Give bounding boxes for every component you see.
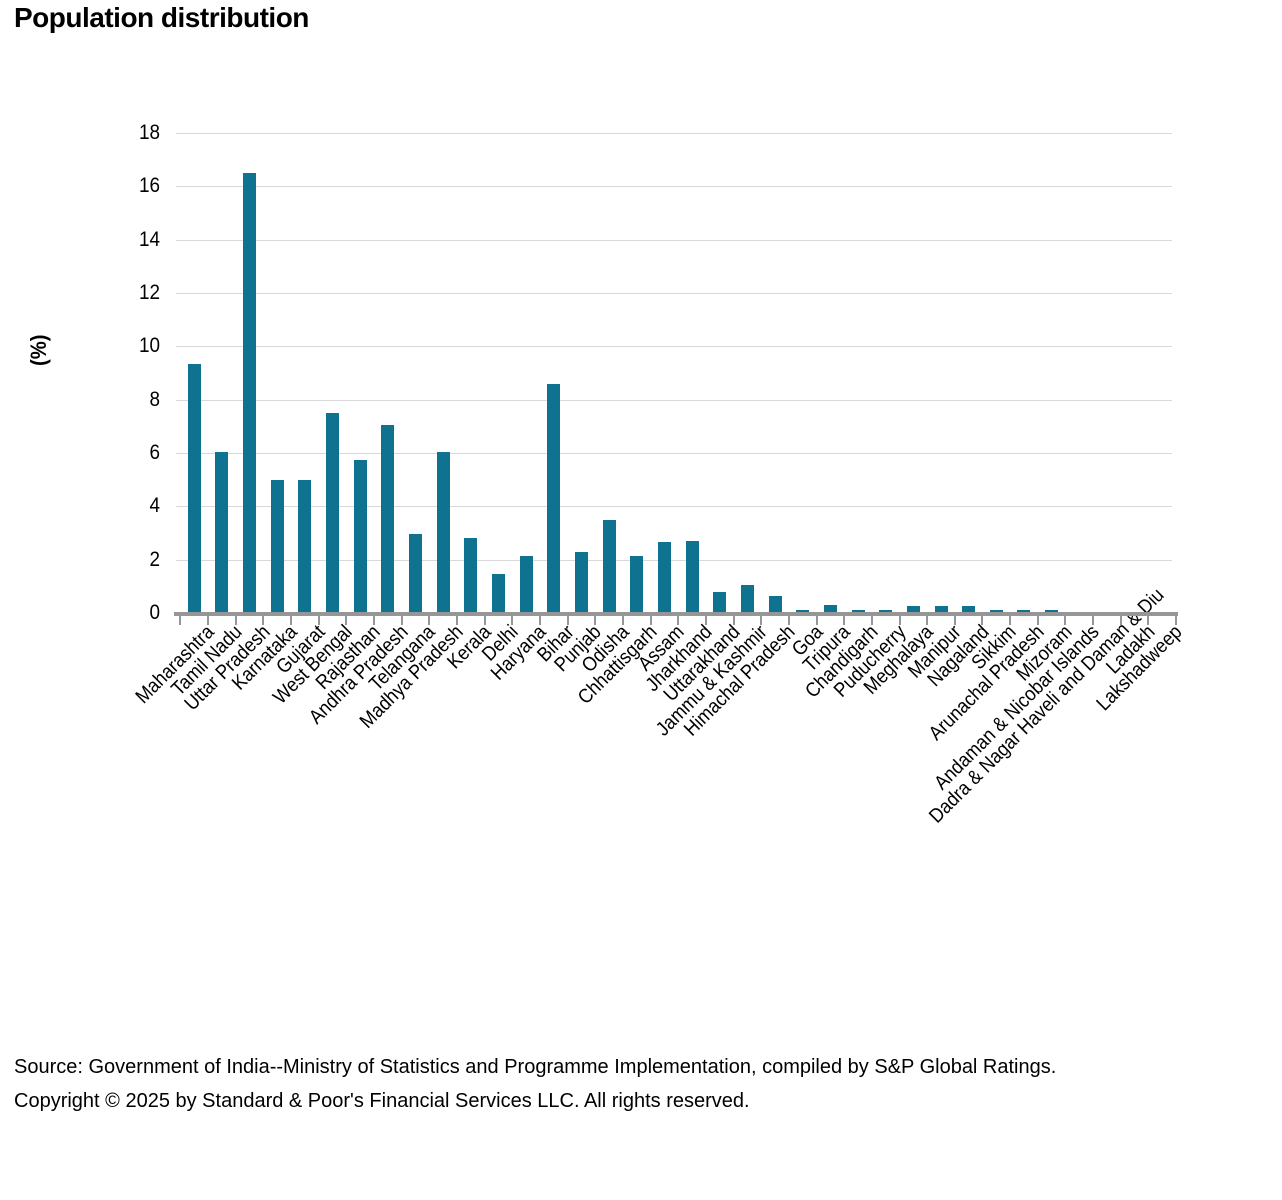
x-tick-mark <box>317 613 320 625</box>
bar <box>464 538 478 615</box>
x-tick-mark <box>483 613 486 625</box>
copyright-note: Copyright © 2025 by Standard & Poor's Fi… <box>14 1090 750 1112</box>
y-tick-label: 4 <box>149 494 160 518</box>
bar <box>906 606 920 615</box>
x-tick-mark <box>289 613 292 625</box>
bar <box>934 606 948 615</box>
x-tick-mark <box>372 613 375 625</box>
y-tick-label: 6 <box>149 441 160 464</box>
x-tick-mark <box>207 613 209 625</box>
gridline <box>176 399 1172 401</box>
bar <box>740 585 754 615</box>
x-tick-mark <box>455 613 458 625</box>
x-tick-mark <box>1036 613 1039 625</box>
x-tick-mark <box>538 613 541 625</box>
bar <box>215 451 229 615</box>
gridline <box>176 186 1172 188</box>
x-tick-mark <box>621 613 624 625</box>
x-tick-mark <box>870 613 873 625</box>
y-tick-label: 18 <box>138 121 160 144</box>
x-tick-mark <box>815 613 818 625</box>
x-tick-mark <box>732 613 735 625</box>
x-tick-mark <box>760 613 763 625</box>
x-tick-mark <box>677 613 680 625</box>
bar <box>353 459 367 615</box>
x-tick-mark <box>843 613 846 625</box>
bar <box>187 363 201 615</box>
chart-title: Population distribution <box>14 2 309 33</box>
bar <box>381 425 395 615</box>
x-tick-mark <box>345 613 348 625</box>
x-tick-mark <box>234 613 237 625</box>
bar <box>602 519 616 615</box>
y-tick-label: 12 <box>138 281 160 304</box>
bar <box>823 605 837 615</box>
bar <box>408 534 422 615</box>
x-tick-mark <box>594 613 597 625</box>
bar <box>630 555 644 615</box>
x-tick-mark <box>511 613 514 625</box>
y-tick-label: 8 <box>149 387 160 411</box>
bar <box>519 555 533 615</box>
x-tick-mark <box>787 613 790 625</box>
x-tick-mark <box>704 613 707 625</box>
bar <box>298 479 312 615</box>
gridline <box>176 506 1172 508</box>
gridline <box>176 559 1172 561</box>
bar <box>243 173 256 615</box>
x-tick-mark <box>953 613 956 625</box>
y-tick-label: 2 <box>149 547 160 571</box>
x-tick-mark <box>179 613 182 625</box>
bar <box>657 542 671 615</box>
x-tick-mark <box>1175 613 1178 625</box>
gridline <box>176 133 1172 134</box>
x-tick-mark <box>428 613 431 625</box>
x-tick-mark <box>1092 613 1095 625</box>
x-tick-mark <box>1119 613 1122 625</box>
bar <box>962 606 976 615</box>
x-tick-mark <box>1009 613 1012 625</box>
y-tick-label: 16 <box>138 174 160 198</box>
gridline <box>176 239 1172 241</box>
x-tick-mark <box>1147 613 1150 625</box>
bar <box>685 541 699 615</box>
bar <box>547 383 561 615</box>
x-axis-line <box>174 612 1178 616</box>
x-tick-mark <box>566 613 569 625</box>
x-tick-mark <box>981 613 984 625</box>
x-tick-mark <box>400 613 403 625</box>
bar <box>491 574 505 615</box>
x-tick-mark <box>262 613 265 625</box>
gridline <box>176 346 1172 348</box>
x-tick-mark <box>898 613 901 625</box>
y-tick-label: 0 <box>149 601 160 624</box>
bar <box>270 479 284 615</box>
bar <box>325 413 339 615</box>
x-tick-mark <box>1064 613 1067 625</box>
y-tick-label: 10 <box>138 334 160 358</box>
source-note: Source: Government of India--Ministry of… <box>14 1056 1057 1078</box>
bar <box>574 551 588 615</box>
x-tick-mark <box>649 613 652 625</box>
bar <box>436 451 450 615</box>
y-axis-title: (%) <box>26 334 51 366</box>
bar <box>768 595 782 615</box>
x-tick-mark <box>926 613 929 625</box>
bar <box>713 591 727 615</box>
gridline <box>176 293 1172 294</box>
gridline <box>176 453 1172 454</box>
y-tick-label: 14 <box>138 227 160 251</box>
